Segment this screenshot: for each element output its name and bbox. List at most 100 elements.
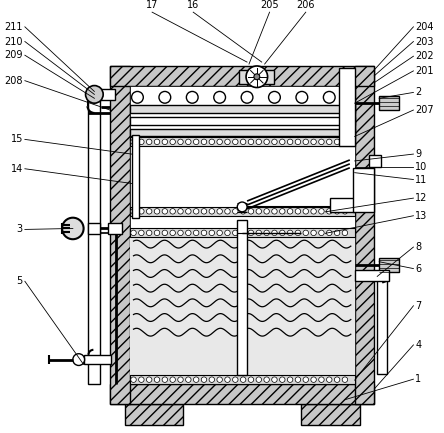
Circle shape xyxy=(154,230,160,236)
Bar xyxy=(301,404,360,425)
Bar xyxy=(110,66,130,404)
Circle shape xyxy=(178,139,183,145)
Text: 14: 14 xyxy=(11,164,23,174)
Bar xyxy=(83,355,111,365)
Bar xyxy=(130,207,355,216)
Circle shape xyxy=(201,209,207,214)
Bar xyxy=(353,168,374,212)
Circle shape xyxy=(264,230,270,236)
Circle shape xyxy=(225,139,230,145)
Circle shape xyxy=(269,91,280,103)
Circle shape xyxy=(240,230,246,236)
Circle shape xyxy=(209,230,214,236)
Text: 208: 208 xyxy=(4,76,23,86)
Text: 202: 202 xyxy=(416,51,434,61)
Bar xyxy=(130,117,355,125)
Circle shape xyxy=(147,377,152,382)
Text: 207: 207 xyxy=(416,105,434,115)
Text: 7: 7 xyxy=(416,301,422,311)
Circle shape xyxy=(217,139,222,145)
Circle shape xyxy=(162,230,167,236)
Text: 203: 203 xyxy=(416,36,434,46)
Circle shape xyxy=(178,209,183,214)
Text: 12: 12 xyxy=(416,193,428,203)
Circle shape xyxy=(154,377,160,382)
Circle shape xyxy=(287,209,293,214)
Circle shape xyxy=(131,230,136,236)
Circle shape xyxy=(319,139,324,145)
Circle shape xyxy=(201,377,207,382)
Circle shape xyxy=(162,209,167,214)
Bar xyxy=(88,88,115,100)
Circle shape xyxy=(264,377,270,382)
Bar xyxy=(130,137,355,146)
Circle shape xyxy=(296,91,308,103)
Text: 209: 209 xyxy=(4,50,23,60)
Bar xyxy=(379,258,399,271)
Bar xyxy=(108,223,122,234)
Circle shape xyxy=(240,209,246,214)
Circle shape xyxy=(170,139,175,145)
Circle shape xyxy=(319,209,324,214)
Circle shape xyxy=(139,139,144,145)
Circle shape xyxy=(334,377,340,382)
Circle shape xyxy=(248,230,254,236)
Circle shape xyxy=(272,230,277,236)
Circle shape xyxy=(342,377,348,382)
Circle shape xyxy=(295,139,301,145)
Circle shape xyxy=(225,377,230,382)
Text: 5: 5 xyxy=(17,276,23,286)
Circle shape xyxy=(86,86,103,103)
Text: 6: 6 xyxy=(416,264,421,274)
Text: 10: 10 xyxy=(416,162,428,172)
Circle shape xyxy=(217,209,222,214)
Circle shape xyxy=(248,377,254,382)
Circle shape xyxy=(131,91,143,103)
Circle shape xyxy=(342,230,348,236)
Circle shape xyxy=(225,230,230,236)
Bar xyxy=(110,384,374,404)
Circle shape xyxy=(194,230,199,236)
Circle shape xyxy=(303,139,309,145)
Circle shape xyxy=(246,66,268,87)
Circle shape xyxy=(264,209,270,214)
Bar xyxy=(377,276,387,374)
Circle shape xyxy=(237,202,247,212)
Circle shape xyxy=(194,377,199,382)
Circle shape xyxy=(326,377,332,382)
Circle shape xyxy=(280,139,285,145)
Text: 9: 9 xyxy=(416,149,421,159)
Bar xyxy=(130,229,355,237)
Circle shape xyxy=(323,91,335,103)
Circle shape xyxy=(194,209,199,214)
Text: 16: 16 xyxy=(187,0,199,10)
Circle shape xyxy=(280,377,285,382)
Circle shape xyxy=(272,209,277,214)
Circle shape xyxy=(256,209,262,214)
Circle shape xyxy=(256,230,262,236)
Circle shape xyxy=(334,230,340,236)
Bar xyxy=(355,66,374,404)
Circle shape xyxy=(170,230,175,236)
Circle shape xyxy=(254,74,260,80)
Circle shape xyxy=(241,91,253,103)
Bar xyxy=(110,66,374,86)
Circle shape xyxy=(170,209,175,214)
Bar xyxy=(369,155,381,167)
Text: 17: 17 xyxy=(146,0,159,10)
Bar xyxy=(125,404,183,425)
Circle shape xyxy=(342,209,348,214)
Circle shape xyxy=(334,209,340,214)
Bar xyxy=(130,105,355,113)
Circle shape xyxy=(62,218,83,239)
Circle shape xyxy=(311,230,316,236)
Text: 13: 13 xyxy=(416,211,428,221)
Bar xyxy=(130,129,355,136)
Text: 2: 2 xyxy=(416,87,422,97)
Circle shape xyxy=(178,377,183,382)
Circle shape xyxy=(264,139,270,145)
Circle shape xyxy=(342,139,348,145)
Circle shape xyxy=(159,91,170,103)
Circle shape xyxy=(272,139,277,145)
Bar xyxy=(130,237,355,375)
